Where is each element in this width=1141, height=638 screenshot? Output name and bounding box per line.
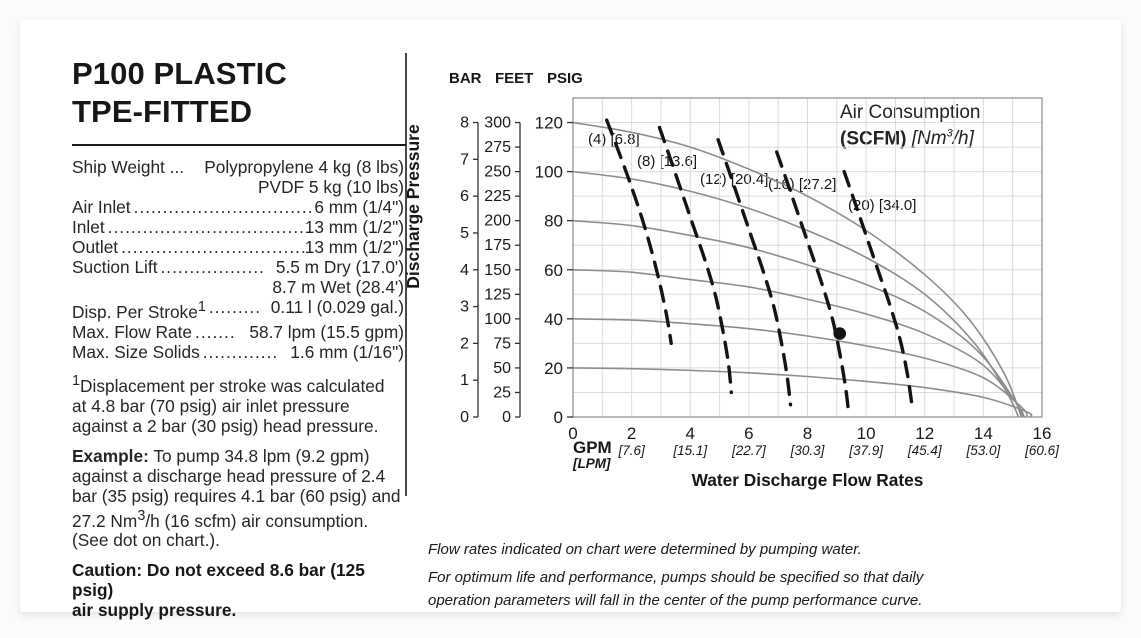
svg-text:200: 200 bbox=[484, 213, 511, 230]
svg-text:[45.4]: [45.4] bbox=[907, 443, 943, 458]
svg-text:5: 5 bbox=[460, 225, 469, 242]
svg-text:2: 2 bbox=[460, 335, 469, 352]
svg-text:0: 0 bbox=[460, 409, 469, 426]
svg-text:0: 0 bbox=[554, 408, 563, 427]
svg-text:125: 125 bbox=[484, 286, 511, 303]
svg-text:40: 40 bbox=[544, 310, 563, 329]
svg-text:8: 8 bbox=[803, 424, 812, 443]
svg-text:6: 6 bbox=[744, 424, 753, 443]
svg-text:120: 120 bbox=[535, 114, 563, 133]
svg-text:80: 80 bbox=[544, 212, 563, 231]
svg-text:[15.1]: [15.1] bbox=[672, 443, 708, 458]
svg-text:300: 300 bbox=[484, 115, 511, 132]
svg-text:[7.6]: [7.6] bbox=[617, 443, 646, 458]
svg-text:100: 100 bbox=[484, 311, 511, 328]
svg-text:[30.3]: [30.3] bbox=[790, 443, 826, 458]
svg-text:8: 8 bbox=[460, 115, 469, 132]
svg-text:100: 100 bbox=[535, 163, 563, 182]
svg-text:6: 6 bbox=[460, 188, 469, 205]
svg-text:4: 4 bbox=[686, 424, 695, 443]
svg-text:[22.7]: [22.7] bbox=[731, 443, 767, 458]
svg-text:[37.9]: [37.9] bbox=[848, 443, 884, 458]
svg-text:150: 150 bbox=[484, 262, 511, 279]
svg-text:25: 25 bbox=[493, 384, 511, 401]
svg-text:75: 75 bbox=[493, 335, 511, 352]
svg-text:2: 2 bbox=[627, 424, 636, 443]
svg-text:175: 175 bbox=[484, 237, 511, 254]
svg-text:225: 225 bbox=[484, 188, 511, 205]
svg-text:275: 275 bbox=[484, 139, 511, 156]
svg-text:20: 20 bbox=[544, 359, 563, 378]
svg-text:250: 250 bbox=[484, 164, 511, 181]
svg-text:14: 14 bbox=[974, 424, 993, 443]
svg-text:50: 50 bbox=[493, 360, 511, 377]
svg-text:16: 16 bbox=[1033, 424, 1052, 443]
svg-text:12: 12 bbox=[915, 424, 934, 443]
svg-text:1: 1 bbox=[460, 372, 469, 389]
svg-text:4: 4 bbox=[460, 262, 469, 279]
svg-text:60: 60 bbox=[544, 261, 563, 280]
svg-text:10: 10 bbox=[857, 424, 876, 443]
svg-text:0: 0 bbox=[502, 409, 511, 426]
svg-text:3: 3 bbox=[460, 299, 469, 316]
svg-text:[53.0]: [53.0] bbox=[965, 443, 1001, 458]
svg-text:7: 7 bbox=[460, 151, 469, 168]
svg-text:0: 0 bbox=[568, 424, 577, 443]
svg-text:[60.6]: [60.6] bbox=[1024, 443, 1060, 458]
